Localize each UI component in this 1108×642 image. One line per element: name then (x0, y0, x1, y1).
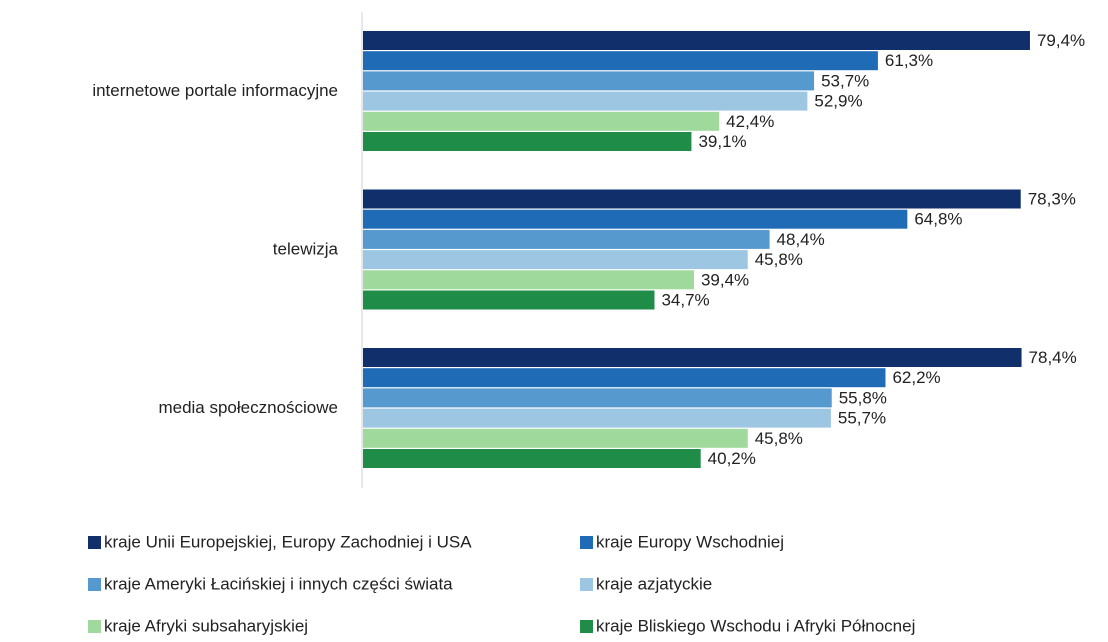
y-tick-label: internetowe portale informacyjne (92, 81, 338, 100)
legend-swatch (88, 536, 101, 549)
legend-swatch (580, 578, 593, 591)
bar (363, 408, 831, 428)
legend-swatch (580, 620, 593, 633)
data-label: 64,8% (914, 210, 962, 229)
bar (363, 290, 655, 310)
data-label: 45,8% (755, 429, 803, 448)
legend-swatch (88, 578, 101, 591)
data-label: 39,4% (701, 270, 749, 289)
data-label: 62,2% (892, 368, 940, 387)
bar (363, 348, 1022, 367)
data-label: 78,3% (1028, 189, 1076, 208)
bar (363, 250, 748, 270)
legend-label: kraje Bliskiego Wschodu i Afryki Północn… (596, 616, 915, 635)
bar (363, 209, 908, 229)
legend-swatch (580, 536, 593, 549)
bar (363, 449, 701, 468)
data-label: 48,4% (777, 230, 825, 249)
bar (363, 111, 720, 131)
legend-label: kraje Europy Wschodniej (596, 532, 784, 551)
bar (363, 368, 886, 388)
data-label: 53,7% (821, 71, 869, 90)
bar (363, 428, 748, 448)
legend-swatch (88, 620, 101, 633)
data-label: 55,7% (838, 409, 886, 428)
data-label: 42,4% (726, 112, 774, 131)
bar (363, 229, 770, 249)
legend-label: kraje azjatyckie (596, 574, 712, 593)
bar (363, 189, 1021, 209)
data-label: 40,2% (708, 449, 756, 468)
data-label: 55,8% (839, 388, 887, 407)
legend-label: kraje Afryki subsaharyjskiej (104, 616, 308, 635)
data-label: 61,3% (885, 51, 933, 70)
data-label: 79,4% (1037, 31, 1085, 50)
legend-label: kraje Unii Europejskiej, Europy Zachodni… (104, 532, 472, 551)
bar (363, 270, 694, 290)
data-label: 52,9% (814, 92, 862, 111)
bar (363, 71, 815, 91)
data-label: 78,4% (1029, 348, 1077, 367)
y-tick-label: telewizja (273, 240, 339, 259)
bar (363, 51, 878, 71)
y-tick-label: media społecznościowe (158, 398, 338, 417)
bar (363, 91, 808, 111)
bar (363, 31, 1030, 50)
bar (363, 388, 832, 408)
data-label: 34,7% (661, 290, 709, 309)
data-label: 45,8% (755, 250, 803, 269)
data-label: 39,1% (698, 132, 746, 151)
bar (363, 132, 692, 151)
legend-label: kraje Ameryki Łacińskiej i innych części… (104, 574, 453, 593)
